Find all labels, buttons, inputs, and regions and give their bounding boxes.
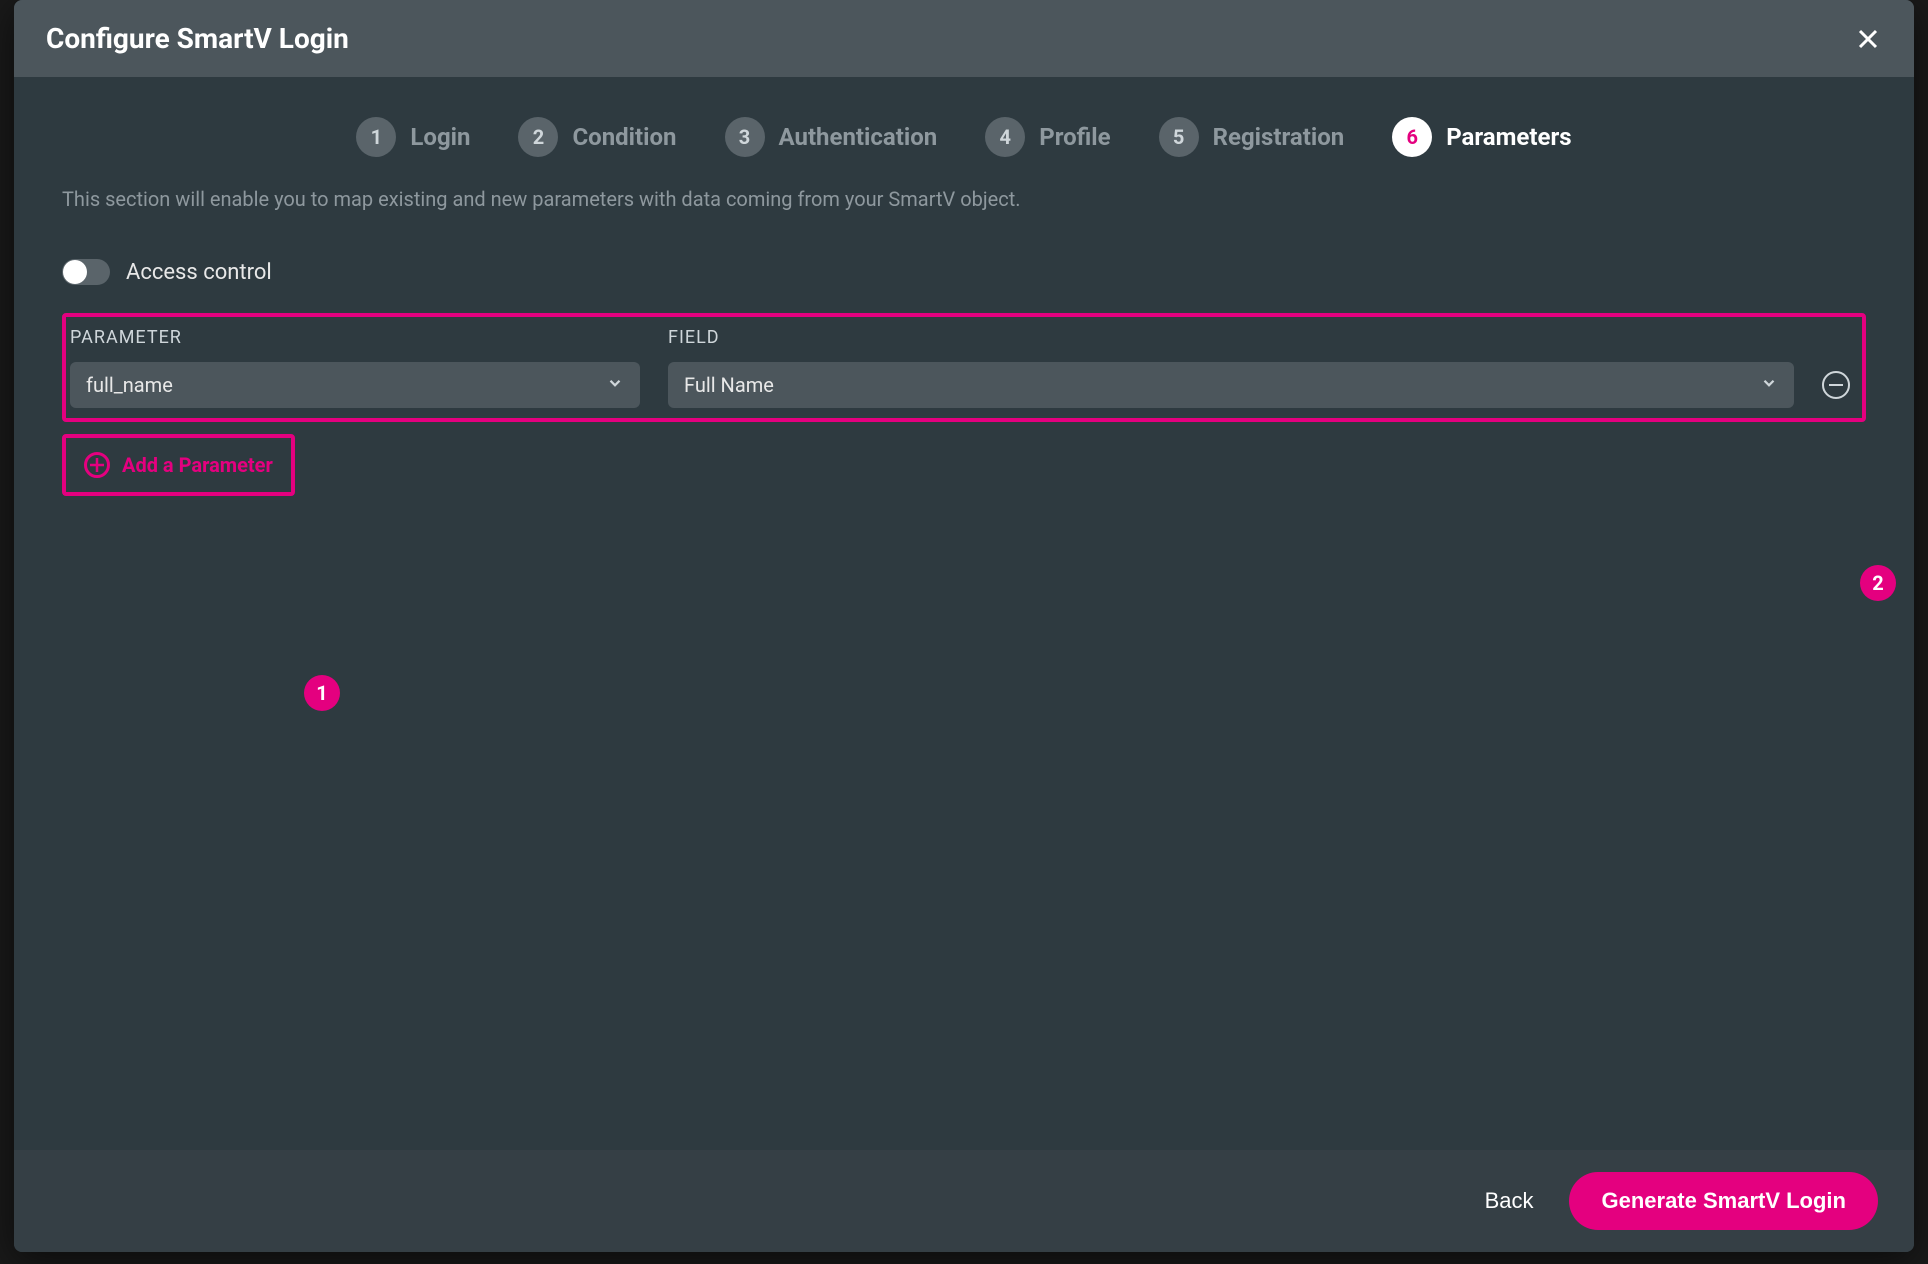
step-condition[interactable]: 2 Condition (518, 117, 676, 157)
step-label: Login (410, 123, 470, 151)
step-profile[interactable]: 4 Profile (985, 117, 1110, 157)
remove-parameter-button[interactable] (1822, 371, 1850, 399)
step-number: 3 (725, 117, 765, 157)
modal-title: Configure SmartV Login (46, 22, 349, 55)
step-label: Condition (572, 123, 676, 151)
step-number: 2 (518, 117, 558, 157)
configure-modal: Configure SmartV Login 1 Login 2 Conditi… (14, 0, 1914, 1252)
step-parameters[interactable]: 6 Parameters (1392, 117, 1571, 157)
parameter-select-value: full_name (86, 373, 173, 397)
step-number: 4 (985, 117, 1025, 157)
step-label: Authentication (779, 123, 938, 151)
access-control-row: Access control (62, 259, 1866, 285)
modal-header: Configure SmartV Login (14, 0, 1914, 77)
close-button[interactable] (1854, 25, 1882, 53)
step-number: 5 (1159, 117, 1199, 157)
step-label: Registration (1213, 123, 1345, 151)
access-control-toggle[interactable] (62, 259, 110, 285)
annotation-callout-2: 2 (1860, 565, 1896, 601)
parameter-mapping-box: PARAMETER FIELD full_name Full Name (62, 313, 1866, 422)
step-authentication[interactable]: 3 Authentication (725, 117, 938, 157)
step-number: 1 (356, 117, 396, 157)
add-parameter-label: Add a Parameter (122, 453, 273, 477)
minus-icon (1829, 384, 1843, 386)
toggle-knob (63, 260, 87, 284)
plus-circle-icon (84, 452, 110, 478)
chevron-down-icon (1760, 373, 1778, 397)
access-control-label: Access control (126, 260, 272, 285)
field-select[interactable]: Full Name (668, 362, 1794, 408)
close-icon (1856, 27, 1880, 51)
chevron-down-icon (606, 373, 624, 397)
modal-footer: Back Generate SmartV Login (14, 1150, 1914, 1252)
add-parameter-button[interactable]: Add a Parameter (62, 434, 295, 496)
generate-button[interactable]: Generate SmartV Login (1569, 1172, 1878, 1230)
step-label: Parameters (1446, 123, 1571, 151)
step-registration[interactable]: 5 Registration (1159, 117, 1345, 157)
parameter-select[interactable]: full_name (70, 362, 640, 408)
step-login[interactable]: 1 Login (356, 117, 470, 157)
header-parameter: PARAMETER (70, 327, 640, 348)
modal-body: This section will enable you to map exis… (14, 187, 1914, 1150)
step-number: 6 (1392, 117, 1432, 157)
wizard-steps: 1 Login 2 Condition 3 Authentication 4 P… (14, 77, 1914, 187)
step-label: Profile (1039, 123, 1110, 151)
header-field: FIELD (668, 327, 1858, 348)
annotation-callout-1: 1 (304, 675, 340, 711)
parameter-headers: PARAMETER FIELD (66, 327, 1862, 362)
field-select-value: Full Name (684, 373, 774, 397)
section-description: This section will enable you to map exis… (62, 187, 1866, 211)
parameter-row: full_name Full Name (66, 362, 1862, 408)
back-button[interactable]: Back (1485, 1188, 1534, 1214)
